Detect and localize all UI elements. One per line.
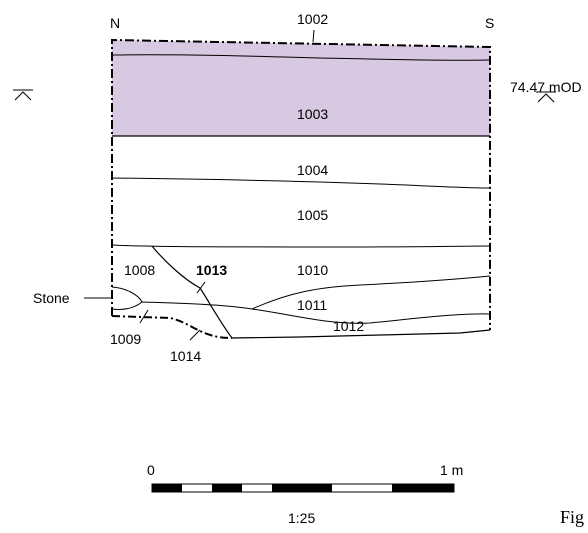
boundary-1005-1010 <box>111 244 491 248</box>
scale-ratio-label: 1:25 <box>288 510 315 526</box>
boundary-1012-base <box>231 329 491 339</box>
scale-end-label: 1 m <box>440 462 463 478</box>
layer-1003-fill <box>112 40 490 136</box>
figure-caption: Fig <box>560 507 584 527</box>
boundary-1008-1011 <box>141 301 253 310</box>
label-north: N <box>110 15 120 31</box>
leader-1014 <box>189 329 201 341</box>
boundary-1010-1011 <box>251 275 491 310</box>
datum-label: 74.47 mOD <box>510 79 582 95</box>
label-south: S <box>485 15 494 31</box>
section-frame <box>111 38 491 330</box>
leader-1002 <box>312 29 315 43</box>
boundary-1004-1005 <box>111 177 491 189</box>
context-1003-label: 1003 <box>297 106 328 122</box>
leader-1013 <box>196 281 206 294</box>
scale-start-label: 0 <box>147 462 155 478</box>
cut-1013-line <box>151 245 233 339</box>
context-1011-label: 1011 <box>297 297 327 313</box>
context-1013-label: 1013 <box>196 262 227 278</box>
context-1012-label: 1012 <box>333 318 364 334</box>
context-1008-label: 1008 <box>124 262 155 278</box>
stone-outline <box>111 286 143 310</box>
context-1005-label: 1005 <box>297 207 328 223</box>
leader-1009 <box>139 309 149 324</box>
boundary-1011-1012 <box>251 308 491 324</box>
datum-marker-left <box>13 89 33 101</box>
boundary-1002-1003 <box>111 54 491 61</box>
scale-bar <box>151 483 455 493</box>
cut-1014-line <box>111 315 233 339</box>
context-1014-label: 1014 <box>170 348 201 364</box>
context-1002-label: 1002 <box>297 11 328 27</box>
context-1009-label: 1009 <box>110 331 141 347</box>
datum-marker-right <box>536 91 556 103</box>
context-1010-label: 1010 <box>297 262 328 278</box>
stone-label: Stone <box>33 290 70 306</box>
context-1004-label: 1004 <box>297 162 328 178</box>
